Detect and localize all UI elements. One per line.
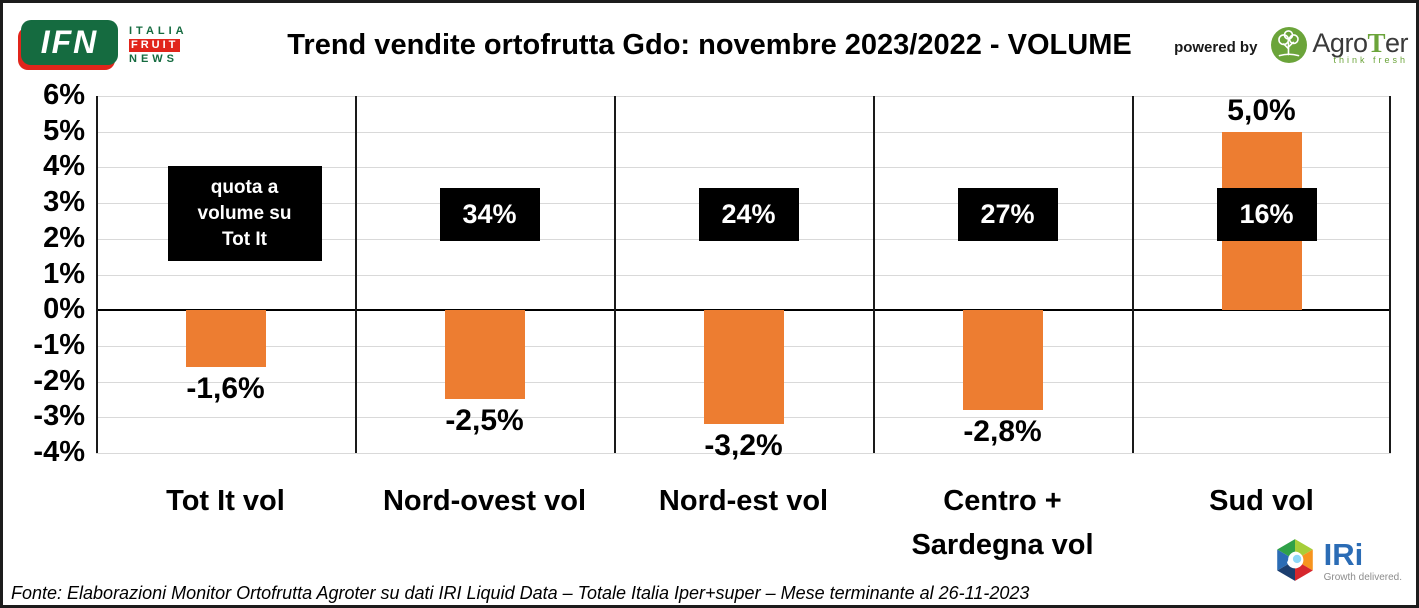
- chart-plot-area: -1,6% quota a volume su Tot It -2,5% 34% -3,…: [96, 93, 1391, 462]
- x-category-label: Centro + Sardegna vol: [911, 485, 1094, 561]
- category-separator: [1132, 96, 1134, 453]
- x-category-label: Nord-ovest vol: [382, 485, 587, 517]
- bar-3: [703, 310, 784, 425]
- ifn-logo: IFN ITALIA FRUIT NEWS: [18, 20, 188, 70]
- iri-wordmark: IRi: [1323, 537, 1364, 572]
- y-tick-label: -3%: [33, 400, 85, 433]
- quota-annotation: 34%: [439, 188, 540, 241]
- quota-annotation: 16%: [1216, 188, 1317, 241]
- bar-2: [444, 310, 525, 400]
- y-tick-label: -2%: [33, 364, 85, 397]
- category-separator: [1389, 96, 1391, 453]
- category-separator: [355, 96, 357, 453]
- agroter-tagline: think fresh: [1333, 55, 1408, 65]
- x-axis-labels: Tot It vol Nord-ovest vol Nord-est vol Cent…: [96, 479, 1391, 567]
- chart-title: Trend vendite ortofrutta Gdo: novembre 2…: [287, 29, 1132, 61]
- x-category-label: Nord-est vol: [658, 485, 829, 517]
- quota-annotation: quota a volume su Tot It: [167, 166, 322, 261]
- agroter-wordmark: AgroTer: [1312, 28, 1408, 58]
- source-note: Fonte: Elaborazioni Monitor Ortofrutta A…: [11, 583, 1030, 603]
- powered-by-label: powered by: [1174, 39, 1258, 56]
- iri-tagline: Growth delivered.: [1323, 572, 1402, 583]
- bar-value-label: -3,2%: [704, 429, 783, 463]
- powered-by: powered by AgroTer: [1174, 27, 1409, 68]
- y-tick-label: 4%: [43, 150, 85, 183]
- bar-1: [185, 310, 266, 368]
- bar-value-label: -2,8%: [963, 415, 1042, 449]
- gridline: [96, 131, 1391, 133]
- agroter-tree-icon: [1271, 27, 1308, 68]
- y-tick-label: -4%: [33, 436, 85, 468]
- ifn-word-news: NEWS: [129, 52, 178, 65]
- gridline: [96, 167, 1391, 169]
- ifn-acronym: IFN: [21, 20, 118, 65]
- quota-annotation: 27%: [957, 188, 1058, 241]
- y-tick-label: 6%: [43, 79, 85, 111]
- bar-value-label: 5,0%: [1227, 93, 1296, 127]
- bar-value-label: -1,6%: [186, 372, 265, 406]
- quota-annotation: 24%: [698, 188, 799, 241]
- y-tick-label: 1%: [43, 257, 85, 290]
- bar-4: [962, 310, 1043, 411]
- y-axis-line: [96, 96, 98, 453]
- gridline: [96, 96, 1391, 97]
- gridline: [96, 274, 1391, 276]
- ifn-word-italia: ITALIA: [129, 24, 188, 37]
- y-tick-label: 5%: [43, 114, 85, 147]
- y-tick-label: -1%: [33, 328, 85, 361]
- ifn-badge: IFN: [18, 20, 121, 70]
- x-category-label: Sud vol: [1209, 485, 1314, 517]
- category-separator: [614, 96, 616, 453]
- bar-value-label: -2,5%: [445, 404, 524, 438]
- ifn-word-fruit: FRUIT: [129, 38, 181, 52]
- agroter-logo: AgroTer think fresh: [1271, 27, 1409, 68]
- x-category-label: Tot It vol: [166, 485, 285, 517]
- y-tick-label: 2%: [43, 221, 85, 254]
- gridline: [96, 453, 1391, 454]
- y-tick-label: 0%: [43, 293, 85, 326]
- y-tick-label: 3%: [43, 186, 85, 219]
- iri-logo: IRi Growth delivered.: [1274, 537, 1402, 588]
- ifn-wordmark: ITALIA FRUIT NEWS: [129, 25, 188, 66]
- category-separator: [873, 96, 875, 453]
- iri-hexagon-icon: [1274, 537, 1316, 588]
